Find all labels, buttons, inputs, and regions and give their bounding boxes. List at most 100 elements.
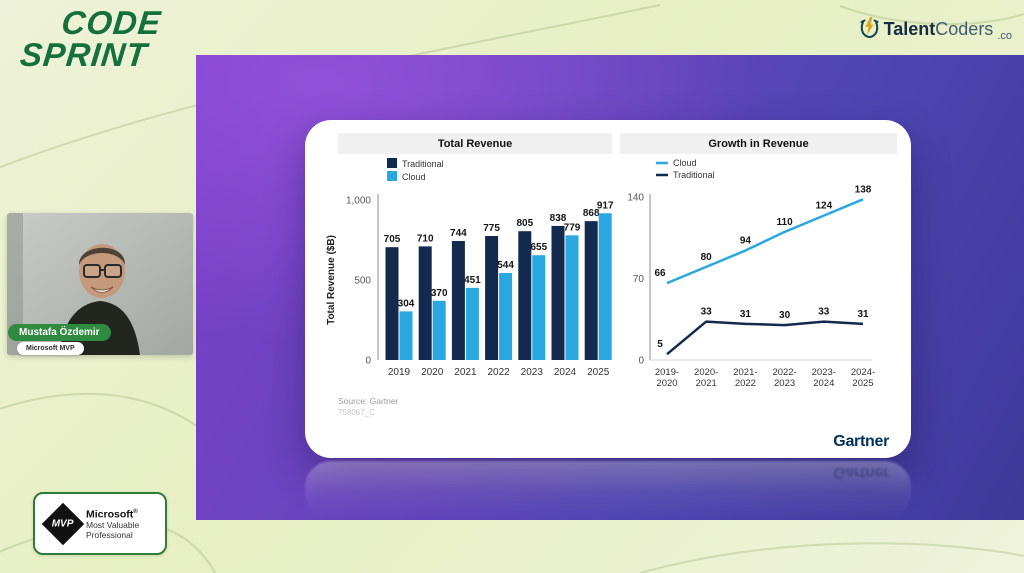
y-tick-label: 140 xyxy=(627,193,644,204)
bar-traditional-2021 xyxy=(451,240,465,360)
code-sprint-line1: CODE xyxy=(59,4,164,41)
doc-id: 758067_C xyxy=(338,408,375,417)
mvp-diamond-icon: MVP xyxy=(41,502,85,545)
bar-cloud-2019 xyxy=(399,311,413,360)
growth-revenue-title: Growth in Revenue xyxy=(620,133,897,154)
mvp-line3: Professional xyxy=(86,529,133,540)
presenter-role-badge: Microsoft MVP xyxy=(17,342,84,355)
x-tick-label: 2022 xyxy=(487,367,510,378)
talentcoders-logo: TalentCoders .co xyxy=(859,16,1012,43)
legend-label: Cloud xyxy=(673,158,697,168)
y-tick-label: 0 xyxy=(365,356,371,367)
talentcoders-coders: Coders xyxy=(935,19,994,39)
bar-value-label: 370 xyxy=(431,288,448,299)
source-note: Source: Gartner xyxy=(338,396,399,406)
mvp-brand: Microsoft® xyxy=(86,508,138,521)
y-tick-label: 70 xyxy=(633,274,645,285)
bar-cloud-2023 xyxy=(532,255,546,360)
bar-traditional-2024 xyxy=(551,225,565,360)
bar-cloud-2024 xyxy=(565,235,579,360)
x-tick-label: 2020- xyxy=(694,367,718,378)
glasses-left-lens xyxy=(83,264,101,278)
point-value-label: 110 xyxy=(777,217,794,228)
talentcoders-talent: Talent xyxy=(883,19,936,39)
bar-traditional-2023 xyxy=(518,231,532,360)
x-tick-label: 2021 xyxy=(696,378,717,389)
card-reflection: Gartner xyxy=(305,461,911,519)
point-value-label: 94 xyxy=(740,236,752,247)
legend-label: Cloud xyxy=(402,172,426,182)
y-axis-label: Total Revenue ($B) xyxy=(326,235,337,325)
gartner-logo-reflection: Gartner xyxy=(833,464,889,481)
point-value-label: 124 xyxy=(815,201,832,212)
point-value-label: 138 xyxy=(855,184,872,195)
bar-value-label: 917 xyxy=(597,200,614,211)
point-value-label: 30 xyxy=(779,310,791,321)
x-tick-label: 2019 xyxy=(388,367,411,378)
total-revenue-title: Total Revenue xyxy=(338,133,612,154)
legend-label: Traditional xyxy=(402,159,444,169)
x-tick-label: 2023 xyxy=(521,367,544,378)
talentcoders-tld: .co xyxy=(997,30,1012,42)
x-tick-label: 2021 xyxy=(454,367,477,378)
point-value-label: 33 xyxy=(818,307,830,318)
y-tick-label: 1,000 xyxy=(346,196,371,207)
bar-value-label: 805 xyxy=(516,218,533,229)
y-tick-label: 0 xyxy=(638,356,644,367)
code-sprint-line2: SPRINT xyxy=(18,36,150,73)
x-tick-label: 2019- xyxy=(655,367,679,378)
bar-cloud-2022 xyxy=(499,272,513,360)
presenter-name-badge: Mustafa Özdemir xyxy=(8,324,111,341)
presenter-hair xyxy=(78,247,126,265)
legend-swatch-cloud xyxy=(387,171,397,181)
line-cloud xyxy=(666,198,864,285)
bar-cloud-2025 xyxy=(598,213,612,360)
x-tick-label: 2024 xyxy=(813,378,834,389)
bar-value-label: 705 xyxy=(384,234,401,245)
mvp-badge: MVP Microsoft® Most Valuable Professiona… xyxy=(33,492,167,555)
legend-swatch-traditional xyxy=(387,158,397,168)
bar-value-label: 304 xyxy=(398,298,415,309)
x-tick-label: 2022- xyxy=(772,367,796,378)
point-value-label: 80 xyxy=(701,252,713,263)
x-tick-label: 2023- xyxy=(812,367,836,378)
x-tick-label: 2024 xyxy=(554,367,577,378)
x-tick-label: 2024- xyxy=(851,367,875,378)
mvp-diamond-label: MVP xyxy=(52,517,74,529)
code-sprint-logo: CODE SPRINT xyxy=(17,4,164,73)
revenue-card: Total Revenue Growth in Revenue 0 500 1,00… xyxy=(305,120,911,458)
y-tick-label: 500 xyxy=(354,276,371,287)
bar-traditional-2020 xyxy=(418,246,432,360)
point-value-label: 31 xyxy=(740,309,752,320)
slide-panel: Total Revenue Growth in Revenue 0 500 1,00… xyxy=(196,55,1024,520)
point-value-label: 33 xyxy=(701,307,713,318)
x-tick-label: 2025 xyxy=(852,378,873,389)
bar-cloud-2020 xyxy=(432,300,446,360)
bar-value-label: 451 xyxy=(464,275,481,286)
talentcoders-bolt-icon xyxy=(859,16,880,43)
x-tick-label: 2021- xyxy=(733,367,757,378)
bar-value-label: 779 xyxy=(564,222,581,233)
bar-value-label: 544 xyxy=(497,260,514,271)
point-value-label: 31 xyxy=(857,309,869,320)
x-tick-label: 2020 xyxy=(421,367,444,378)
x-tick-label: 2022 xyxy=(735,378,756,389)
mvp-line2: Most Valuable xyxy=(86,519,140,530)
presenter-smile xyxy=(90,286,114,293)
gartner-logo: Gartner xyxy=(833,433,889,450)
line-traditional xyxy=(666,320,864,356)
bar-cloud-2021 xyxy=(465,287,479,360)
point-value-label: 5 xyxy=(657,339,663,350)
bar-value-label: 710 xyxy=(417,233,434,244)
glasses-right-lens xyxy=(104,264,122,278)
legend-label: Traditional xyxy=(673,170,715,180)
x-tick-label: 2025 xyxy=(587,367,610,378)
bar-value-label: 655 xyxy=(530,242,547,253)
bar-value-label: 775 xyxy=(483,223,500,234)
x-tick-label: 2023 xyxy=(774,378,795,389)
point-value-label: 66 xyxy=(654,268,666,279)
bar-traditional-2019 xyxy=(385,247,399,360)
total-revenue-chart: 0 500 1,000 Total Revenue ($B) Traditional Cl… xyxy=(326,158,614,378)
bar-value-label: 838 xyxy=(550,213,567,224)
growth-revenue-chart: 0 70 140 Cloud Traditional 66 80 94 110 124 138 5 33… xyxy=(627,158,875,389)
